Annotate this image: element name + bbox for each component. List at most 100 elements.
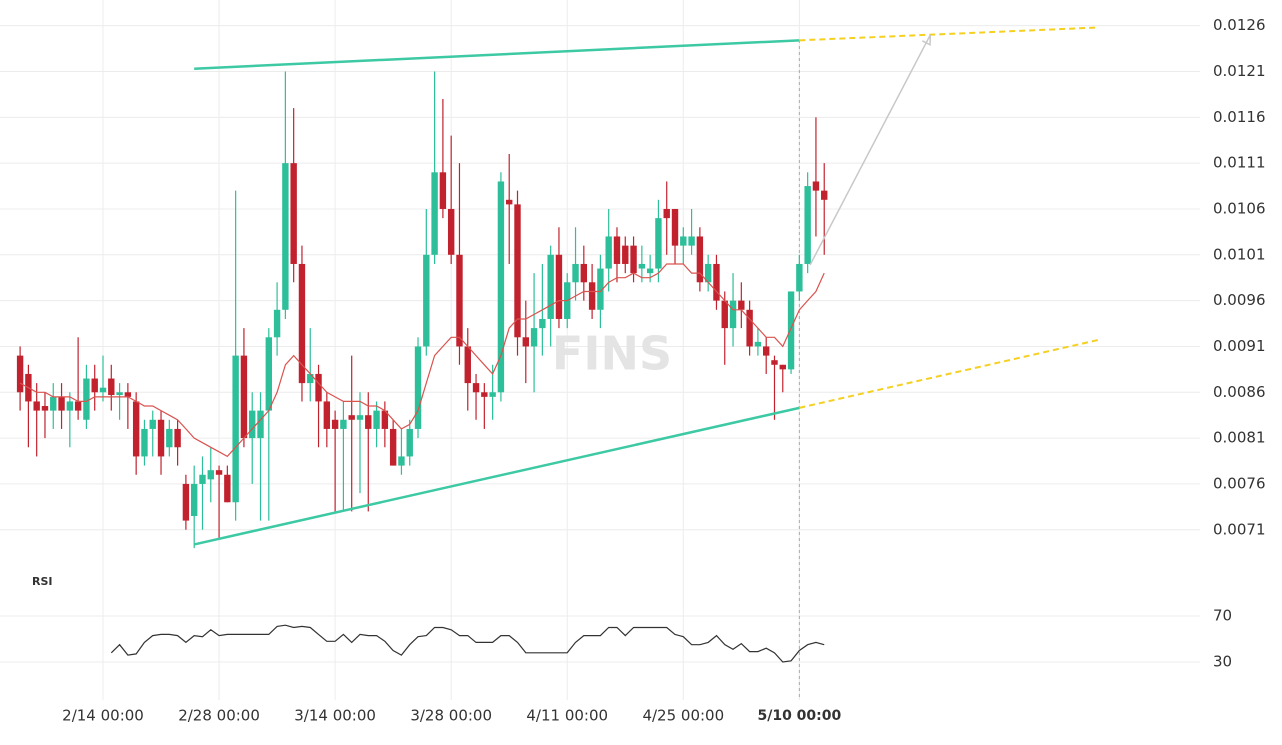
candle-body (116, 392, 123, 396)
candle-body (307, 373, 314, 384)
candle-body (174, 428, 181, 448)
moving-average (19, 263, 825, 458)
candle-body (812, 181, 820, 191)
candle-body (439, 172, 447, 209)
x-tick-label: 5/10 00:00 (757, 708, 841, 724)
candle-body (190, 483, 198, 517)
panel-title: RSI (32, 575, 53, 588)
candle-body (282, 163, 289, 310)
x-tick-label: 3/14 00:00 (294, 707, 376, 725)
y-tick-label: 0.0106 (1213, 199, 1266, 217)
y-tick-label: 0.0071 (1213, 520, 1266, 538)
candle-body (91, 378, 98, 393)
candle-body (257, 410, 264, 439)
candle-body (547, 254, 554, 319)
candle-body (132, 401, 140, 457)
candle-body (33, 401, 40, 411)
candle-body (431, 172, 438, 255)
y-tick-label: 0.0101 (1213, 245, 1266, 263)
candle-body (265, 337, 272, 411)
candle-body (804, 186, 811, 264)
y-tick-label: 0.0126 (1213, 16, 1266, 34)
candle-body (746, 309, 753, 347)
candle-body (149, 419, 156, 429)
arrow-head (921, 34, 932, 47)
candle-body (605, 236, 612, 269)
candle-body (50, 396, 57, 411)
candle-body (373, 410, 380, 429)
candle-body (696, 236, 704, 283)
trendline (799, 26, 1098, 42)
candle-body (729, 300, 737, 329)
candle-body (447, 208, 455, 255)
candle-body (340, 419, 347, 429)
candle-body (754, 341, 762, 347)
candle-body (389, 428, 397, 466)
candle-body (124, 392, 132, 397)
candle-body (290, 163, 297, 264)
candle-body (249, 410, 256, 439)
candle-body (646, 268, 654, 274)
candle-body (663, 208, 670, 219)
candle-body (763, 346, 770, 356)
candle-body (580, 263, 588, 283)
candle-body (298, 263, 306, 384)
candle-body (721, 300, 728, 329)
candle-body (182, 483, 190, 521)
x-tick-label: 4/25 00:00 (642, 707, 724, 725)
candle-body (41, 406, 49, 411)
candle-body (74, 401, 82, 411)
y-tick-label: 0.0096 (1213, 291, 1266, 309)
candle-body (273, 309, 281, 338)
candle-body (83, 378, 90, 420)
y-tick-label: 0.0076 (1213, 474, 1266, 492)
candle-body (597, 268, 604, 310)
candle-body (141, 428, 148, 457)
candle-body (323, 401, 331, 429)
candle-body (506, 199, 513, 205)
candle-body (704, 263, 712, 283)
candle-body (157, 419, 165, 457)
candle-body (555, 254, 563, 319)
x-tick-label: 2/28 00:00 (178, 707, 260, 725)
candle-body (215, 470, 223, 475)
candle-body (356, 415, 364, 420)
candle-body (348, 415, 355, 420)
y-tick-label: 30 (1213, 652, 1232, 670)
y-tick-label: 0.0121 (1213, 62, 1266, 80)
candle-body (514, 204, 521, 338)
candle-body (398, 456, 405, 466)
candle-body (779, 364, 786, 370)
candle-body (821, 190, 828, 200)
candle-body (58, 396, 65, 411)
candle-body (481, 392, 488, 397)
x-tick-label: 4/11 00:00 (526, 707, 608, 725)
y-tick-label: 0.0116 (1213, 108, 1266, 126)
candle-body (713, 263, 720, 301)
y-tick-label: 0.0081 (1213, 429, 1266, 447)
candle-body (224, 474, 231, 503)
candle-body (787, 291, 795, 370)
arrow (809, 34, 932, 266)
candle-body (688, 236, 695, 246)
candle-body (406, 428, 413, 457)
candle-body (796, 263, 803, 292)
candle-body (655, 218, 662, 269)
trendline (194, 39, 800, 70)
candle-body (497, 181, 505, 393)
y-tick-label: 0.0086 (1213, 383, 1266, 401)
candle-body (66, 401, 74, 411)
candle-body (630, 245, 637, 274)
x-tick-label: 2/14 00:00 (62, 707, 144, 725)
candle-body (613, 236, 621, 264)
candle-body (522, 337, 529, 347)
y-tick-label: 70 (1213, 607, 1232, 625)
candle-body (671, 208, 679, 246)
candle-body (108, 378, 115, 396)
candle-body (315, 373, 322, 402)
candle-body (472, 383, 480, 393)
candle-body (530, 328, 538, 347)
candle-body (464, 346, 471, 384)
candle-body (423, 254, 430, 347)
candle-body (16, 355, 24, 393)
